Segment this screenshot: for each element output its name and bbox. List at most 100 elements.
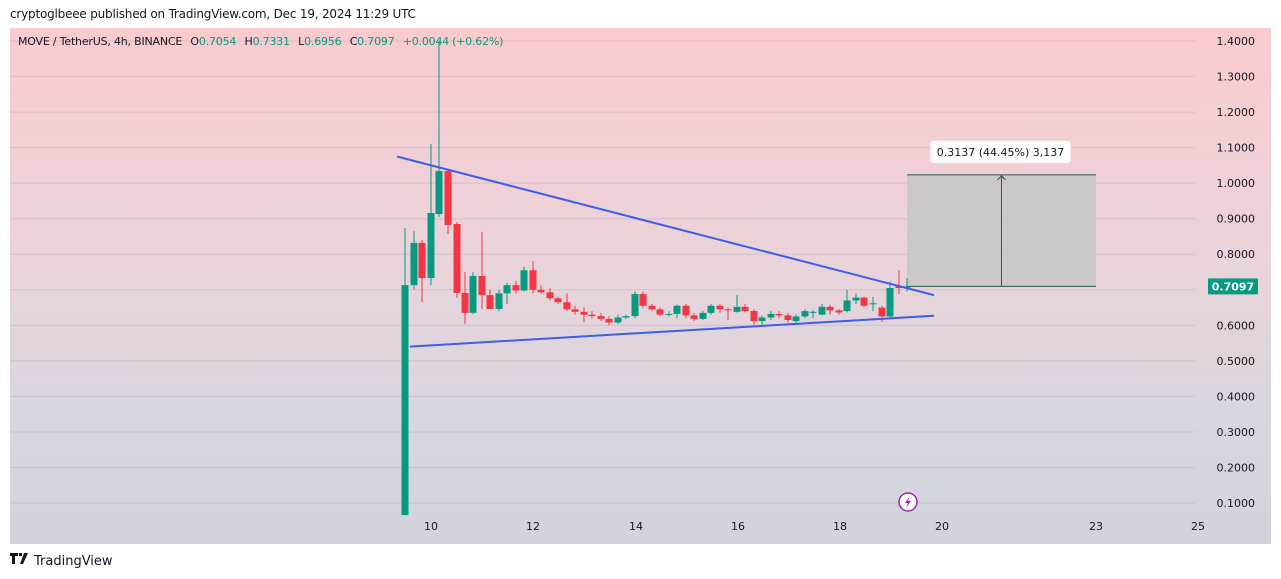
y-axis-label: 1.4000	[1217, 35, 1256, 48]
candle-up[interactable]	[818, 306, 826, 315]
candle-down[interactable]	[512, 285, 520, 291]
candle-down[interactable]	[537, 289, 545, 293]
candle-down[interactable]	[597, 316, 605, 319]
candle-up[interactable]	[758, 317, 766, 322]
candle-up[interactable]	[869, 303, 877, 305]
candle-down[interactable]	[750, 311, 758, 322]
last-price-badge	[1208, 278, 1258, 295]
y-axis-label: 1.3000	[1217, 71, 1256, 84]
candle-down[interactable]	[835, 310, 843, 313]
y-axis-label: 1.0000	[1217, 177, 1256, 190]
candle-down[interactable]	[724, 309, 732, 311]
change-value: +0.0044	[402, 35, 450, 48]
open-label: O	[190, 35, 199, 48]
candle-up[interactable]	[410, 242, 418, 286]
candle-down[interactable]	[444, 171, 452, 226]
y-axis-label: 0.5000	[1217, 355, 1256, 368]
footer: TradingView	[10, 553, 113, 569]
candle-down[interactable]	[648, 305, 656, 310]
open-value: 0.7054	[198, 35, 237, 48]
high-label: H	[244, 35, 253, 48]
candle-down[interactable]	[461, 292, 469, 313]
candle-up[interactable]	[733, 306, 741, 312]
candle-down[interactable]	[878, 307, 886, 317]
candle-down[interactable]	[741, 306, 749, 312]
candle-up[interactable]	[801, 311, 809, 317]
x-axis-label: 23	[1089, 520, 1103, 533]
candle-up[interactable]	[495, 293, 503, 309]
y-axis-label: 0.9000	[1217, 213, 1256, 226]
candle-down[interactable]	[656, 309, 664, 315]
candle-down[interactable]	[453, 224, 461, 293]
ascending-support-trendline[interactable]	[409, 314, 935, 348]
candle-up[interactable]	[427, 213, 435, 279]
candle-up[interactable]	[673, 305, 681, 314]
candle-up[interactable]	[401, 285, 409, 516]
candle-down[interactable]	[554, 298, 562, 303]
candle-down[interactable]	[775, 313, 783, 316]
candle-up[interactable]	[665, 313, 673, 315]
x-axis-label: 16	[731, 520, 745, 533]
y-axis-label: 0.8000	[1217, 248, 1256, 261]
symbol-label[interactable]: MOVE / TetherUS, 4h, BINANCE	[18, 35, 183, 48]
candle-up[interactable]	[843, 300, 851, 312]
candle-up[interactable]	[792, 316, 800, 322]
candle-down[interactable]	[860, 297, 868, 306]
candle-down[interactable]	[418, 242, 426, 279]
candle-up[interactable]	[622, 316, 630, 318]
candle-down[interactable]	[690, 315, 698, 319]
candle-up[interactable]	[614, 317, 622, 323]
low-label: L	[298, 35, 305, 48]
change-percent: (+0.62%)	[452, 35, 504, 48]
x-axis-label: 14	[629, 520, 643, 533]
brand-name[interactable]: TradingView	[34, 553, 113, 569]
candle-down[interactable]	[546, 292, 554, 299]
x-axis-label: 10	[424, 520, 438, 533]
candle-down[interactable]	[639, 294, 647, 306]
candle-up[interactable]	[852, 297, 860, 301]
candle-up[interactable]	[435, 171, 443, 215]
candle-down[interactable]	[826, 306, 834, 311]
last-price-value: 0.7097	[1212, 280, 1254, 293]
candle-down[interactable]	[571, 309, 579, 312]
y-axis-label: 0.2000	[1217, 461, 1256, 474]
candle-down[interactable]	[486, 295, 494, 309]
y-axis-label: 0.4000	[1217, 390, 1256, 403]
candle-up[interactable]	[903, 286, 911, 288]
candle-up[interactable]	[809, 311, 817, 313]
candle-up[interactable]	[503, 285, 511, 294]
lightning-bolt-icon	[905, 496, 911, 509]
candle-up[interactable]	[469, 275, 477, 313]
x-axis-label: 12	[526, 520, 540, 533]
candle-up[interactable]	[886, 288, 894, 317]
close-label: C	[349, 35, 358, 48]
chart-pane[interactable]: MOVE / TetherUS, 4h, BINANCE O0.7054 H0.…	[10, 28, 1271, 544]
low-value: 0.6956	[304, 35, 342, 48]
candle-down[interactable]	[682, 305, 690, 316]
arrow-up-icon	[997, 175, 1006, 181]
candle-down[interactable]	[580, 311, 588, 315]
candle-up[interactable]	[520, 270, 528, 291]
candle-down[interactable]	[588, 314, 596, 317]
candle-down[interactable]	[716, 305, 724, 310]
close-value: 0.7097	[357, 35, 395, 48]
y-axis-label: 1.1000	[1217, 142, 1256, 155]
tradingview-logo-icon	[10, 553, 30, 569]
candle-up[interactable]	[707, 305, 715, 313]
high-value: 0.7331	[252, 35, 290, 48]
descending-resistance-trendline[interactable]	[396, 155, 935, 297]
candle-down[interactable]	[563, 302, 571, 310]
candlestick-plot[interactable]: 1.4000 1.3000 1.2000 1.1000 1.0000 0.9000 0.80…	[10, 28, 1271, 544]
candle-down[interactable]	[529, 270, 537, 290]
candle-up[interactable]	[631, 294, 639, 317]
candle-down[interactable]	[784, 315, 792, 320]
measure-label: 0.3137 (44.45%) 3,137	[937, 146, 1065, 159]
candle-down[interactable]	[605, 318, 613, 323]
candle-down[interactable]	[478, 275, 486, 296]
y-axis-label: 0.1000	[1217, 497, 1256, 510]
candle-up[interactable]	[699, 312, 707, 319]
measure-label-box	[930, 140, 1071, 163]
candle-up[interactable]	[767, 313, 775, 318]
y-axis-label: 0.3000	[1217, 426, 1256, 439]
y-axis-label: 0.6000	[1217, 319, 1256, 332]
